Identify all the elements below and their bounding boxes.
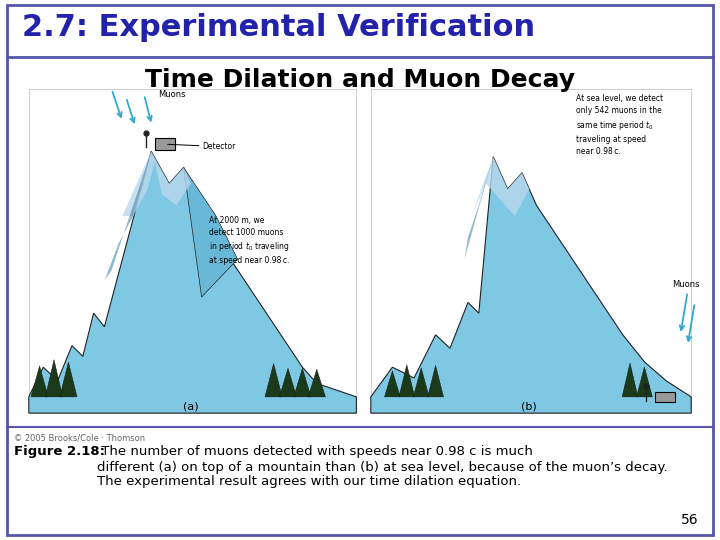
- Text: 56: 56: [681, 512, 698, 526]
- Polygon shape: [371, 157, 691, 413]
- Polygon shape: [428, 365, 444, 397]
- Polygon shape: [371, 397, 691, 413]
- Polygon shape: [399, 365, 415, 397]
- Polygon shape: [472, 157, 529, 216]
- Polygon shape: [636, 367, 652, 397]
- Polygon shape: [265, 363, 282, 397]
- Polygon shape: [184, 167, 238, 297]
- Text: © 2005 Brooks/Cole · Thomson: © 2005 Brooks/Cole · Thomson: [14, 434, 145, 443]
- Polygon shape: [413, 368, 429, 397]
- Text: At 2000 m, we
detect 1000 muons
in period $t_0$ traveling
at speed near 0.98 c.: At 2000 m, we detect 1000 muons in perio…: [209, 216, 289, 265]
- Polygon shape: [122, 151, 191, 216]
- Polygon shape: [308, 369, 325, 397]
- Text: Muons: Muons: [158, 90, 186, 99]
- Polygon shape: [104, 151, 151, 281]
- Text: Muons: Muons: [672, 280, 699, 289]
- Bar: [371, 89, 691, 413]
- Text: (a): (a): [183, 401, 199, 411]
- Polygon shape: [622, 363, 638, 397]
- Bar: [655, 392, 675, 402]
- Polygon shape: [384, 371, 400, 397]
- Text: The number of muons detected with speeds near 0.98 c is much
different (a) on to: The number of muons detected with speeds…: [97, 446, 668, 489]
- Text: 2.7: Experimental Verification: 2.7: Experimental Verification: [22, 14, 535, 43]
- Polygon shape: [294, 368, 311, 397]
- Text: At sea level, we detect
only 542 muons in the
same time period $t_0$
traveling a: At sea level, we detect only 542 muons i…: [576, 94, 663, 156]
- Polygon shape: [45, 360, 63, 397]
- Polygon shape: [464, 157, 493, 259]
- Polygon shape: [279, 368, 297, 397]
- Text: Detector: Detector: [202, 143, 235, 151]
- Polygon shape: [29, 151, 356, 413]
- Bar: [155, 138, 175, 150]
- Text: Time Dilation and Muon Decay: Time Dilation and Muon Decay: [145, 68, 575, 91]
- Text: Figure 2.18:: Figure 2.18:: [14, 446, 105, 458]
- Polygon shape: [31, 366, 48, 397]
- Polygon shape: [60, 362, 77, 397]
- Polygon shape: [29, 397, 356, 413]
- Bar: [29, 89, 356, 413]
- Text: (b): (b): [521, 401, 537, 411]
